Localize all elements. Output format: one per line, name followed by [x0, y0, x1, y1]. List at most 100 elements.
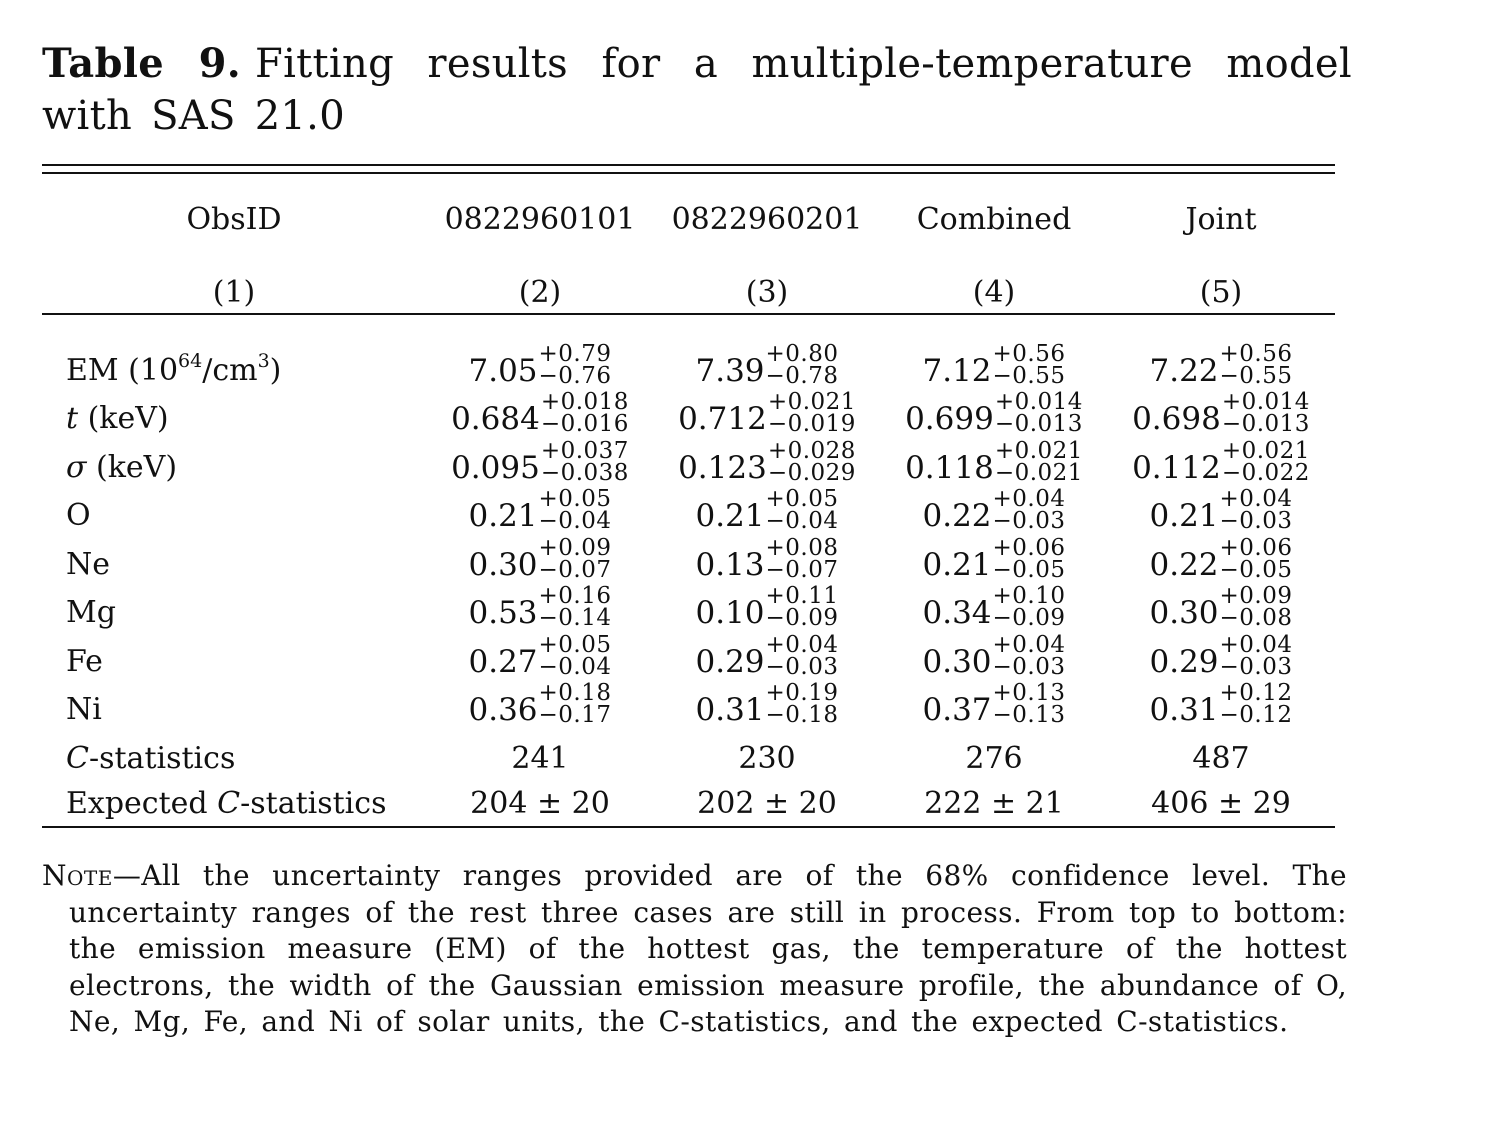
lower-uncertainty: −0.04 [765, 508, 839, 534]
cstat-symbol: C [66, 741, 89, 776]
upper-uncertainty: +0.11 [765, 583, 839, 609]
table-cell-value: 0.30 +0.09 −0.08 [1149, 585, 1292, 632]
uncertainty-stack: +0.16 −0.14 [538, 583, 612, 631]
value-with-uncertainty: 0.30 +0.09 −0.07 [468, 537, 611, 584]
uncertainty-stack: +0.028 −0.029 [768, 440, 856, 485]
value-with-uncertainty: 7.05 +0.79 −0.76 [468, 343, 611, 390]
uncertainty-stack: +0.037 −0.038 [541, 440, 629, 485]
table-cell-value: 0.22 +0.04 −0.03 [922, 488, 1066, 535]
lower-uncertainty: −0.09 [992, 605, 1066, 631]
uncertainty-stack: +0.12 −0.12 [1219, 680, 1293, 727]
cstat-value: 241 [511, 741, 569, 776]
lower-uncertainty: −0.019 [767, 411, 856, 437]
lower-uncertainty: −0.55 [992, 363, 1066, 389]
upper-uncertainty: +0.19 [765, 680, 839, 706]
row-label-ne: Ne [66, 547, 111, 582]
uncertainty-stack: +0.56 −0.55 [1220, 343, 1293, 388]
expected-cstat-value: 204 ± 20 [470, 786, 610, 821]
table-cell-value: 0.21 +0.05 −0.04 [695, 488, 839, 535]
header-combined: Combined [916, 202, 1072, 237]
row-label-sigma: σ (keV) [66, 450, 177, 486]
table-cell-value: 0.699 +0.014 −0.013 [905, 391, 1083, 438]
best-fit-value: 0.112 [1132, 450, 1221, 486]
row-label-t: t (keV) [66, 401, 169, 437]
lower-uncertainty: −0.14 [538, 605, 612, 631]
value-with-uncertainty: 0.53 +0.16 −0.14 [468, 585, 611, 632]
value-with-uncertainty: 0.21 +0.05 −0.04 [695, 488, 839, 535]
best-fit-value: 0.698 [1132, 401, 1221, 437]
value-with-uncertainty: 0.712 +0.021 −0.019 [678, 391, 856, 438]
table-caption: Table 9. Fitting results for a multiple-t… [42, 38, 1352, 142]
best-fit-value: 0.36 [468, 692, 538, 728]
upper-uncertainty: +0.16 [538, 583, 612, 609]
upper-uncertainty: +0.12 [1219, 680, 1293, 706]
uncertainty-stack: +0.021 −0.019 [767, 389, 856, 437]
best-fit-value: 7.39 [695, 353, 765, 389]
value-with-uncertainty: 0.123 +0.028 −0.029 [678, 440, 856, 487]
best-fit-value: 0.31 [695, 692, 765, 728]
expected-cstat-symbol: C [217, 786, 241, 821]
best-fit-value: 0.34 [922, 595, 992, 631]
table-note: Note—All the uncertainty ranges provided… [42, 858, 1347, 1041]
uncertainty-stack: +0.04 −0.03 [1220, 488, 1293, 533]
row-label-fe: Fe [66, 644, 103, 679]
t-unit: (keV) [78, 401, 169, 436]
cstat-value: 487 [1192, 741, 1250, 776]
uncertainty-stack: +0.014 −0.013 [994, 391, 1083, 437]
best-fit-value: 0.30 [468, 547, 538, 583]
best-fit-value: 7.05 [468, 353, 538, 389]
row-label-ni: Ni [66, 692, 102, 727]
expected-cstat-value: 202 ± 20 [697, 786, 837, 821]
table-cell-value: 0.118 +0.021 −0.021 [905, 440, 1083, 487]
table-cell-value: 0.36 +0.18 −0.17 [468, 682, 611, 729]
upper-uncertainty: +0.80 [765, 341, 839, 367]
cstat-label-rest: -statistics [88, 741, 236, 776]
table-cell-value: 7.05 +0.79 −0.76 [468, 343, 611, 390]
colnum-5: (5) [1199, 275, 1243, 310]
best-fit-value: 0.37 [922, 692, 992, 728]
table-cell-value: 0.29 +0.04 −0.03 [695, 634, 838, 681]
value-with-uncertainty: 7.22 +0.56 −0.55 [1149, 343, 1292, 390]
lower-uncertainty: −0.013 [994, 411, 1083, 437]
uncertainty-stack: +0.13 −0.13 [993, 682, 1066, 727]
lower-uncertainty: −0.022 [1221, 460, 1310, 486]
table-cell-value: 7.12 +0.56 −0.55 [922, 343, 1066, 390]
value-with-uncertainty: 7.12 +0.56 −0.55 [922, 343, 1066, 390]
lower-uncertainty: −0.03 [992, 508, 1066, 534]
header-0822960101: 0822960101 [444, 202, 636, 237]
uncertainty-stack: +0.19 −0.18 [765, 680, 839, 727]
lower-uncertainty: −0.04 [538, 508, 612, 534]
best-fit-value: 0.27 [468, 644, 538, 680]
table-cell-value: 7.39 +0.80 −0.78 [695, 343, 838, 390]
table-cell-value: 0.13 +0.08 −0.07 [695, 537, 838, 584]
best-fit-value: 0.30 [1149, 595, 1219, 631]
lower-uncertainty: −0.08 [1219, 605, 1293, 631]
best-fit-value: 0.13 [695, 547, 765, 583]
em-label-post: ) [269, 353, 282, 388]
best-fit-value: 0.21 [468, 498, 538, 534]
best-fit-value: 0.53 [468, 595, 538, 631]
expected-label-pre: Expected [66, 786, 218, 821]
upper-uncertainty: +0.021 [1221, 438, 1310, 464]
table-cell-value: 0.31 +0.19 −0.18 [695, 682, 838, 729]
value-with-uncertainty: 0.21 +0.05 −0.04 [468, 488, 612, 535]
upper-uncertainty: +0.05 [765, 486, 839, 512]
note-paragraph: Note—All the uncertainty ranges provided… [42, 858, 1347, 1041]
uncertainty-stack: +0.08 −0.07 [766, 537, 839, 582]
lower-uncertainty: −0.07 [538, 557, 612, 583]
table-cell-value: 0.21 +0.06 −0.05 [922, 537, 1065, 584]
value-with-uncertainty: 0.684 +0.018 −0.016 [451, 391, 629, 438]
lower-uncertainty: −0.016 [540, 411, 629, 437]
upper-uncertainty: +0.09 [538, 535, 612, 561]
table-cell-value: 0.684 +0.018 −0.016 [451, 391, 629, 438]
sigma-symbol: σ [66, 450, 87, 485]
note-lead: Note [42, 859, 113, 892]
value-with-uncertainty: 0.22 +0.04 −0.03 [922, 488, 1066, 535]
em-label-pre: EM (10 [66, 353, 179, 388]
value-with-uncertainty: 0.095 +0.037 −0.038 [451, 440, 629, 487]
uncertainty-stack: +0.18 −0.17 [539, 682, 612, 727]
table-cell-value: 0.31 +0.12 −0.12 [1149, 682, 1292, 729]
uncertainty-stack: +0.09 −0.08 [1219, 585, 1293, 631]
upper-uncertainty: +0.021 [767, 389, 856, 415]
uncertainty-stack: +0.09 −0.07 [538, 535, 612, 583]
